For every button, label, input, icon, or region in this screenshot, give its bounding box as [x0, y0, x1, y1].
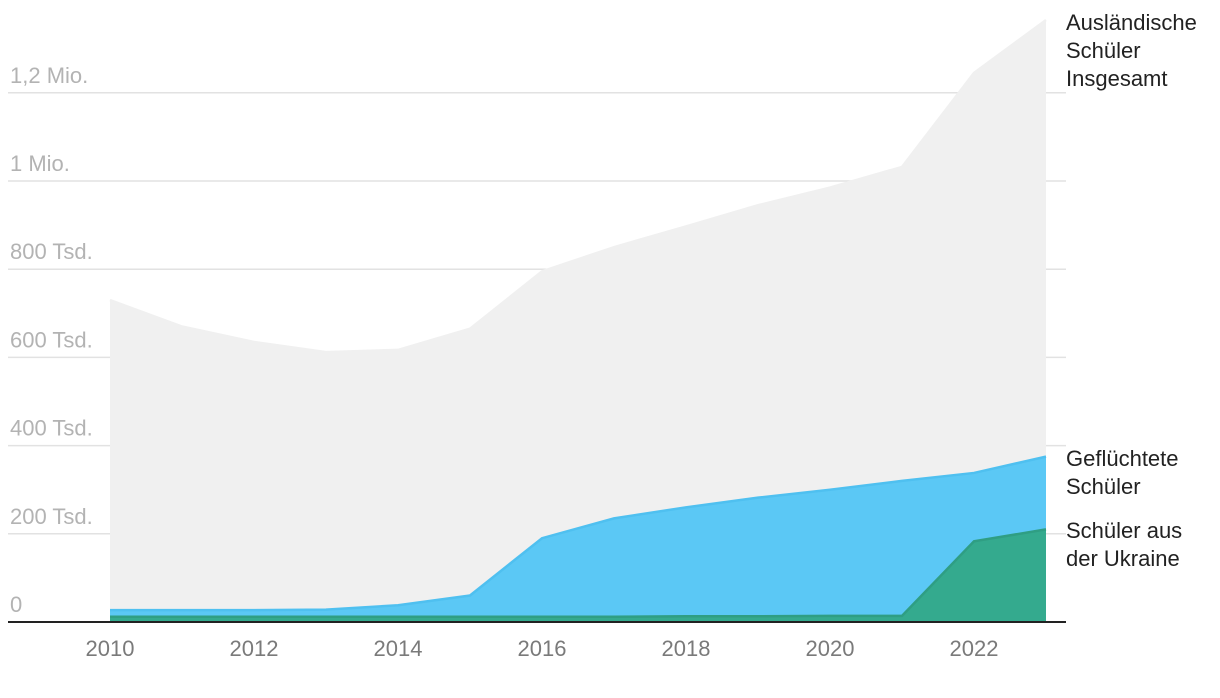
series-label: Insgesamt	[1066, 66, 1168, 91]
series-label: Geflüchtete	[1066, 446, 1179, 471]
y-tick-label: 0	[10, 592, 22, 617]
x-tick-label: 2014	[374, 636, 423, 661]
x-tick-label: 2016	[518, 636, 567, 661]
series-label: Schüler aus	[1066, 518, 1182, 543]
y-tick-label: 1 Mio.	[10, 151, 70, 176]
series-label: Schüler	[1066, 474, 1141, 499]
series-line-2	[110, 528, 1047, 618]
x-tick-label: 2020	[806, 636, 855, 661]
series-label: Ausländische	[1066, 10, 1197, 35]
y-tick-label: 1,2 Mio.	[10, 63, 88, 88]
series-line-1	[110, 455, 1047, 612]
y-tick-label: 200 Tsd.	[10, 504, 93, 529]
x-tick-label: 2018	[662, 636, 711, 661]
y-tick-label: 800 Tsd.	[10, 239, 93, 264]
series-labels: Ausländische Schüler Insgesamt Geflüchtete S…	[1066, 10, 1197, 571]
y-tick-label: 400 Tsd.	[10, 416, 93, 441]
series-label: Schüler	[1066, 38, 1141, 63]
y-tick-label: 600 Tsd.	[10, 327, 93, 352]
series-line-0	[109, 19, 1047, 354]
x-tick-label: 2012	[230, 636, 279, 661]
series-area-0	[110, 20, 1046, 622]
series-area-1	[110, 456, 1046, 622]
x-axis-tick-labels: 2010 2012 2014 2016 2018 2020 2022	[86, 636, 999, 661]
series-area-2	[110, 529, 1046, 622]
y-axis-tick-labels: 0 200 Tsd. 400 Tsd. 600 Tsd. 800 Tsd. 1 Mio. 1…	[10, 63, 93, 617]
x-tick-label: 2022	[950, 636, 999, 661]
series-label: der Ukraine	[1066, 546, 1180, 571]
series-areas	[109, 19, 1047, 622]
x-tick-label: 2010	[86, 636, 135, 661]
